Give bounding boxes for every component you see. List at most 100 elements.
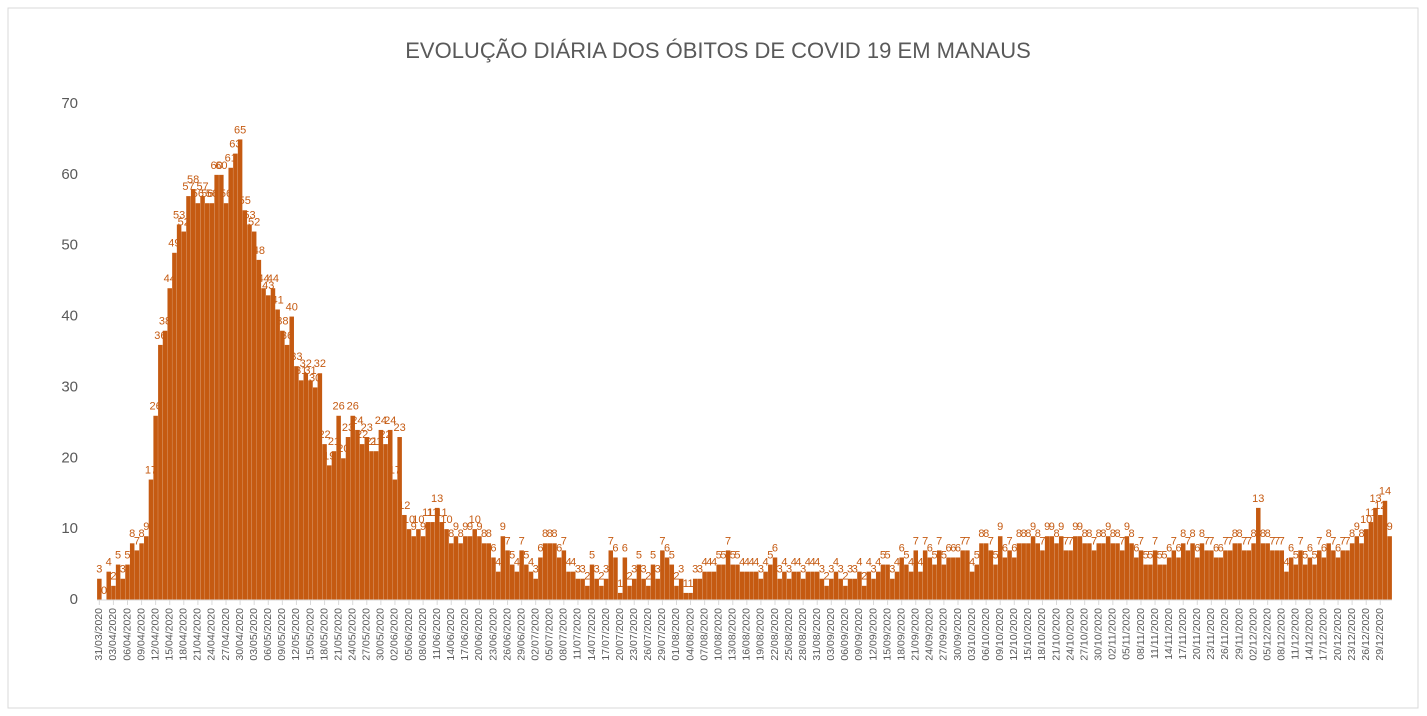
value-label: 44 xyxy=(257,273,269,285)
bar xyxy=(1002,557,1008,600)
bar xyxy=(139,543,144,600)
bar xyxy=(219,174,224,600)
x-tick-label: 03/10/2020 xyxy=(966,608,978,661)
bar xyxy=(186,196,191,600)
value-label: 8 xyxy=(1086,528,1092,540)
bar xyxy=(641,578,646,600)
x-tick-label: 17/11/2020 xyxy=(1177,608,1189,660)
bar xyxy=(1148,564,1153,600)
value-label: 4 xyxy=(744,557,750,569)
value-label: 8 xyxy=(486,528,492,540)
bar xyxy=(373,451,379,600)
bar xyxy=(810,571,815,600)
x-tick-label: 03/04/2020 xyxy=(107,608,119,661)
x-tick-label: 09/04/2020 xyxy=(135,608,147,661)
value-label: 7 xyxy=(1063,535,1069,547)
bar xyxy=(561,550,567,600)
bar xyxy=(200,196,205,600)
value-label: 3 xyxy=(852,564,858,576)
bar xyxy=(1218,557,1223,600)
value-label: 57 xyxy=(196,181,208,193)
value-label: 4 xyxy=(711,557,717,569)
value-label: 4 xyxy=(908,557,914,569)
value-label: 55 xyxy=(239,195,251,207)
value-label: 40 xyxy=(286,301,298,313)
bar xyxy=(1265,543,1270,600)
value-label: 26 xyxy=(347,401,359,413)
x-tick-label: 26/11/2020 xyxy=(1219,608,1231,660)
bar xyxy=(158,344,163,600)
value-label: 4 xyxy=(753,557,759,569)
x-tick-label: 21/09/2020 xyxy=(910,608,922,661)
bar xyxy=(983,543,989,600)
x-tick-label: 08/12/2020 xyxy=(1276,608,1288,661)
bar xyxy=(988,550,994,600)
bar xyxy=(1115,543,1120,600)
bar xyxy=(256,259,262,600)
x-tick-label: 23/06/2020 xyxy=(487,608,499,661)
bar xyxy=(467,536,473,600)
bar xyxy=(875,571,881,600)
bar xyxy=(716,564,721,600)
value-label: 4 xyxy=(795,557,801,569)
bar xyxy=(1134,557,1139,600)
y-tick-label: 30 xyxy=(61,378,78,395)
value-label: 8 xyxy=(542,528,548,540)
bar xyxy=(692,578,698,600)
bar xyxy=(463,536,468,600)
bar xyxy=(880,564,886,600)
value-label: 5 xyxy=(885,549,891,561)
x-tick-label: 15/10/2020 xyxy=(1022,608,1034,661)
bar xyxy=(1209,550,1214,600)
x-tick-label: 31/03/2020 xyxy=(93,608,105,661)
value-label: 9 xyxy=(1058,521,1064,533)
bar xyxy=(852,578,858,600)
value-label: 8 xyxy=(1251,528,1257,540)
x-tick-label: 22/08/2020 xyxy=(769,608,781,661)
x-tick-label: 11/12/2020 xyxy=(1290,608,1302,660)
bar xyxy=(744,571,750,600)
value-label: 4 xyxy=(106,557,112,569)
bar xyxy=(1246,550,1252,600)
bar xyxy=(1354,536,1360,600)
bar xyxy=(209,203,215,600)
bar xyxy=(702,571,707,600)
value-label: 32 xyxy=(300,358,312,370)
value-label: 2 xyxy=(110,571,116,583)
value-label: 6 xyxy=(1166,542,1172,554)
bar xyxy=(472,529,477,600)
bar xyxy=(378,429,384,600)
value-label: 10 xyxy=(469,514,481,526)
bar xyxy=(402,514,407,600)
value-label: 10 xyxy=(412,514,424,526)
bar xyxy=(495,571,501,600)
x-tick-label: 28/08/2020 xyxy=(797,608,809,661)
bar xyxy=(707,571,712,600)
value-label: 8 xyxy=(1053,528,1059,540)
value-label: 7 xyxy=(1227,535,1233,547)
x-tick-label: 23/11/2020 xyxy=(1205,608,1217,660)
bar xyxy=(1223,550,1228,600)
value-label: 3 xyxy=(678,564,684,576)
value-label: 5 xyxy=(1147,549,1153,561)
value-label: 5 xyxy=(650,549,656,561)
value-label: 5 xyxy=(903,549,909,561)
value-label: 8 xyxy=(448,528,454,540)
bar xyxy=(791,571,797,600)
value-label: 7 xyxy=(1222,535,1228,547)
x-tick-label: 18/05/2020 xyxy=(318,608,330,661)
bar xyxy=(599,585,604,600)
value-label: 13 xyxy=(431,493,443,505)
bar xyxy=(355,429,360,600)
value-label: 12 xyxy=(398,500,410,512)
value-label: 6 xyxy=(1335,542,1341,554)
value-label: 8 xyxy=(1082,528,1088,540)
bar xyxy=(1068,550,1073,600)
x-tick-label: 24/05/2020 xyxy=(346,608,358,661)
value-label: 5 xyxy=(589,549,595,561)
x-tick-label: 01/08/2020 xyxy=(670,608,682,661)
bar xyxy=(552,543,557,600)
bar xyxy=(439,522,445,600)
x-tick-label: 08/07/2020 xyxy=(558,608,570,661)
bar xyxy=(1345,550,1350,600)
